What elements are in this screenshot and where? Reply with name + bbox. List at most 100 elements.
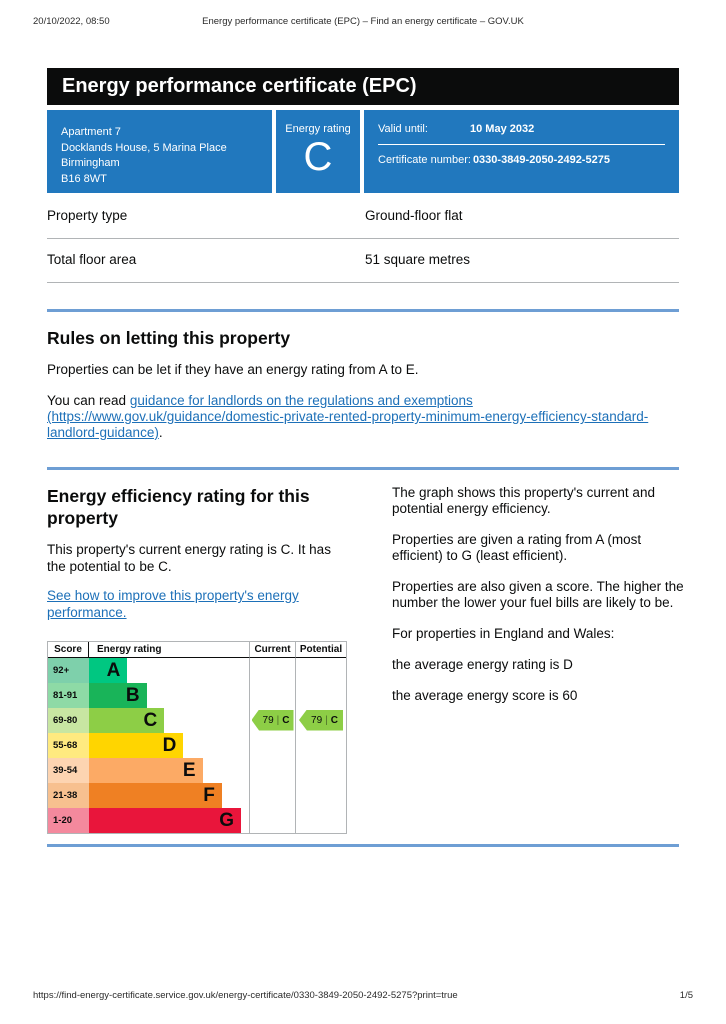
current-column-cell: 79 | C <box>249 707 295 733</box>
arrow-separator: | <box>325 714 328 726</box>
validity-divider <box>378 144 665 145</box>
address-line: B16 8WT <box>61 172 107 185</box>
current-score: 79 <box>262 714 274 726</box>
epc-band-bar-D: D <box>89 732 184 758</box>
section-divider <box>47 843 679 847</box>
potential-column-cell: 79 | C <box>295 707 346 733</box>
valid-until-label: Valid until: <box>378 123 428 135</box>
potential-column-cell <box>295 657 346 683</box>
rules-guidance-paragraph: You can read guidance for landlords on t… <box>47 393 679 441</box>
potential-column-cell <box>295 732 346 758</box>
epc-band-bar-F: F <box>89 782 222 808</box>
guidance-suffix: . <box>158 425 163 440</box>
epc-band-bar-B: B <box>89 682 147 708</box>
epc-band-row: C <box>89 707 249 733</box>
rating-right-column: The graph shows this property's current … <box>392 485 684 834</box>
arrow-separator: | <box>276 714 280 726</box>
rules-section: Rules on letting this property Propertie… <box>47 328 679 441</box>
epc-band-bar-G: G <box>89 807 241 833</box>
rating-scale-description: Properties are given a rating from A (mo… <box>392 532 642 563</box>
epc-score-range: 1-20 <box>48 807 89 833</box>
rules-heading: Rules on letting this property <box>47 328 291 348</box>
potential-rating-arrow: 79 | C <box>299 709 343 731</box>
certificate-banner: Energy performance certificate (EPC) <box>47 68 679 105</box>
property-type-label: Property type <box>47 208 128 223</box>
property-type-value: Ground-floor flat <box>365 208 463 223</box>
current-rating-paragraph: This property's current energy rating is… <box>47 542 331 574</box>
england-wales-intro: For properties in England and Wales: <box>392 626 615 641</box>
property-details-table: Property type Ground-floor flat Total fl… <box>47 195 679 283</box>
potential-score: 79 <box>311 714 323 726</box>
epc-score-range: 81-91 <box>48 682 89 708</box>
current-column-cell <box>249 682 295 708</box>
potential-column-cell <box>295 757 346 783</box>
landlord-guidance-link[interactable]: guidance for landlords on the regulation… <box>47 393 649 440</box>
chart-header-current: Current <box>249 641 295 658</box>
address-line: Docklands House, 5 Marina Place <box>61 141 227 154</box>
rules-paragraph: Properties can be let if they have an en… <box>47 362 419 377</box>
page-indicator: 1/5 <box>679 990 693 1001</box>
energy-rating-box: Energy rating C <box>276 110 360 193</box>
print-header: 20/10/2022, 08:50 Energy performance cer… <box>33 16 693 28</box>
potential-band-letter: C <box>330 714 338 726</box>
efficiency-rating-section: Energy efficiency rating for this proper… <box>47 485 684 834</box>
average-score-line: the average energy score is 60 <box>392 688 578 703</box>
guidance-prefix: You can read <box>47 393 130 408</box>
current-column-cell <box>249 732 295 758</box>
epc-band-bar-A: A <box>89 657 128 683</box>
score-description: Properties are also given a score. The h… <box>392 579 684 610</box>
potential-column-cell <box>295 782 346 808</box>
table-row: Property type Ground-floor flat <box>47 195 679 239</box>
epc-band-bar-C: C <box>89 707 165 733</box>
document-content: Energy performance certificate (EPC) Apa… <box>47 0 684 847</box>
epc-score-range: 92+ <box>48 657 89 683</box>
current-column-cell <box>249 807 295 833</box>
address-line: Apartment 7 <box>61 126 121 138</box>
valid-until-value: 10 May 2032 <box>470 123 535 135</box>
print-page-title: Energy performance certificate (EPC) – F… <box>202 16 524 27</box>
print-footer: https://find-energy-certificate.service.… <box>33 990 693 1002</box>
banner-title: Energy performance certificate (EPC) <box>62 75 417 97</box>
epc-band-row: G <box>89 807 249 833</box>
current-rating-arrow: 79 | C <box>251 709 294 731</box>
epc-band-row: F <box>89 782 249 808</box>
epc-score-range: 55-68 <box>48 732 89 758</box>
potential-column-cell <box>295 682 346 708</box>
floor-area-value: 51 square metres <box>365 252 471 267</box>
certificate-summary: Apartment 7 Docklands House, 5 Marina Pl… <box>47 110 679 193</box>
floor-area-label: Total floor area <box>47 252 137 267</box>
epc-band-row: E <box>89 757 249 783</box>
epc-chart: Score Energy rating Current Potential 92… <box>47 640 347 834</box>
potential-column-cell <box>295 807 346 833</box>
current-band-letter: C <box>282 714 290 726</box>
chart-header-score: Score <box>48 641 89 658</box>
average-rating-line: the average energy rating is D <box>392 657 573 672</box>
epc-band-row: A <box>89 657 249 683</box>
improve-performance-link[interactable]: See how to improve this property's energ… <box>47 588 299 620</box>
print-url: https://find-energy-certificate.service.… <box>33 990 458 1001</box>
chart-header-potential: Potential <box>295 641 346 658</box>
section-divider <box>47 309 679 312</box>
rating-left-column: Energy efficiency rating for this proper… <box>47 485 347 834</box>
energy-rating-value: C <box>303 135 333 179</box>
chart-header-rating: Energy rating <box>89 642 249 658</box>
section-divider <box>47 467 679 470</box>
property-address: Apartment 7 Docklands House, 5 Marina Pl… <box>47 110 272 193</box>
energy-rating-label: Energy rating <box>285 123 351 135</box>
epc-score-range: 69-80 <box>48 707 89 733</box>
certificate-number-label: Certificate number: <box>378 154 471 166</box>
print-datetime: 20/10/2022, 08:50 <box>33 16 110 27</box>
table-row: Total floor area 51 square metres <box>47 239 679 283</box>
certificate-number-value: 0330-3849-2050-2492-5275 <box>472 154 610 166</box>
epc-band-row: B <box>89 682 249 708</box>
epc-score-range: 21-38 <box>48 782 89 808</box>
epc-score-range: 39-54 <box>48 757 89 783</box>
epc-band-row: D <box>89 732 249 758</box>
current-column-cell <box>249 782 295 808</box>
address-line: Birmingham <box>61 157 120 169</box>
efficiency-heading: Energy efficiency rating for this proper… <box>47 486 310 528</box>
current-column-cell <box>249 757 295 783</box>
current-column-cell <box>249 657 295 683</box>
averages-block: the average energy rating is D the avera… <box>392 657 684 704</box>
